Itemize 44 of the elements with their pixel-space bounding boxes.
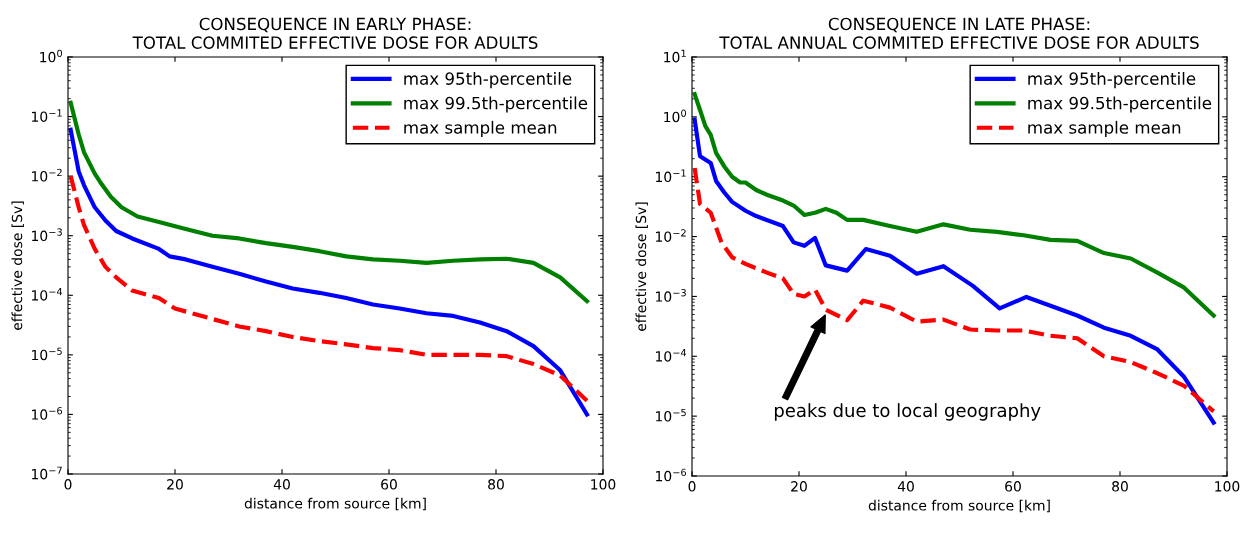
- y-tick-label: 10$^{−6}$: [32, 407, 63, 420]
- x-tick-label: 100: [591, 479, 616, 490]
- x-axis-title: distance from source [km]: [244, 497, 426, 511]
- y-tick-label: 10$^{−4}$: [656, 349, 687, 362]
- y-tick-label: 10$^{−2}$: [656, 229, 686, 242]
- x-tick-label: 80: [1112, 481, 1128, 492]
- y-tick-label: 10$^{0}$: [664, 109, 687, 123]
- y-tick-label: 10$^{−1}$: [32, 109, 62, 122]
- x-axis-title: distance from source [km]: [868, 499, 1050, 513]
- y-axis-title: effective dose [Sv]: [635, 202, 648, 331]
- x-tick-label: 100: [1215, 481, 1240, 492]
- y-tick-label: 10$^{1}$: [664, 49, 686, 63]
- chart-title: CONSEQUENCE IN EARLY PHASE: TOTAL COMMITED EFFECTIVE DOSE FOR ADULTS: [132, 17, 538, 49]
- y-tick-label: 10$^{−4}$: [32, 288, 63, 301]
- x-tick-label: 20: [791, 481, 807, 492]
- y-tick-label: 10$^{−1}$: [656, 169, 686, 183]
- y-tick-label: 10$^{−3}$: [656, 289, 686, 302]
- y-tick-label: 10$^{−3}$: [32, 228, 62, 242]
- x-tick-label: 0: [64, 479, 72, 490]
- x-tick-label: 60: [1005, 481, 1021, 492]
- chart-title: CONSEQUENCE IN LATE PHASE: TOTAL ANNUAL COMMITED EFFECTIVE DOSE FOR ADULTS: [719, 17, 1199, 49]
- y-tick-label: 10$^{0}$: [40, 49, 63, 63]
- line-series: [68, 174, 590, 403]
- legend-label: max 95th-percentile: [404, 72, 572, 89]
- y-tick-label: 10$^{−5}$: [32, 347, 62, 361]
- x-tick-label: 60: [381, 479, 397, 490]
- line-series: [692, 92, 1216, 318]
- annotation: peaks due to local geography: [774, 403, 1041, 421]
- y-tick-label: 10$^{−2}$: [32, 168, 62, 182]
- legend-label: max sample mean: [1028, 120, 1181, 138]
- x-tick-label: 80: [488, 479, 504, 490]
- legend-label: max 99.5th-percentile: [404, 96, 588, 113]
- legend-label: max sample mean: [404, 120, 557, 138]
- y-tick-label: 10$^{−5}$: [656, 408, 686, 422]
- x-tick-label: 0: [688, 481, 696, 492]
- line-series: [692, 117, 1216, 425]
- y-axis-title: effective dose [Sv]: [11, 201, 24, 330]
- y-tick-label: 10$^{−6}$: [656, 468, 687, 482]
- legend-label: max 95th-percentile: [1028, 72, 1196, 89]
- y-tick-label: 10$^{−7}$: [32, 466, 62, 480]
- x-tick-label: 40: [273, 479, 290, 490]
- x-tick-label: 20: [167, 479, 183, 490]
- x-tick-label: 40: [897, 481, 914, 492]
- legend-label: max 99.5th-percentile: [1028, 96, 1212, 113]
